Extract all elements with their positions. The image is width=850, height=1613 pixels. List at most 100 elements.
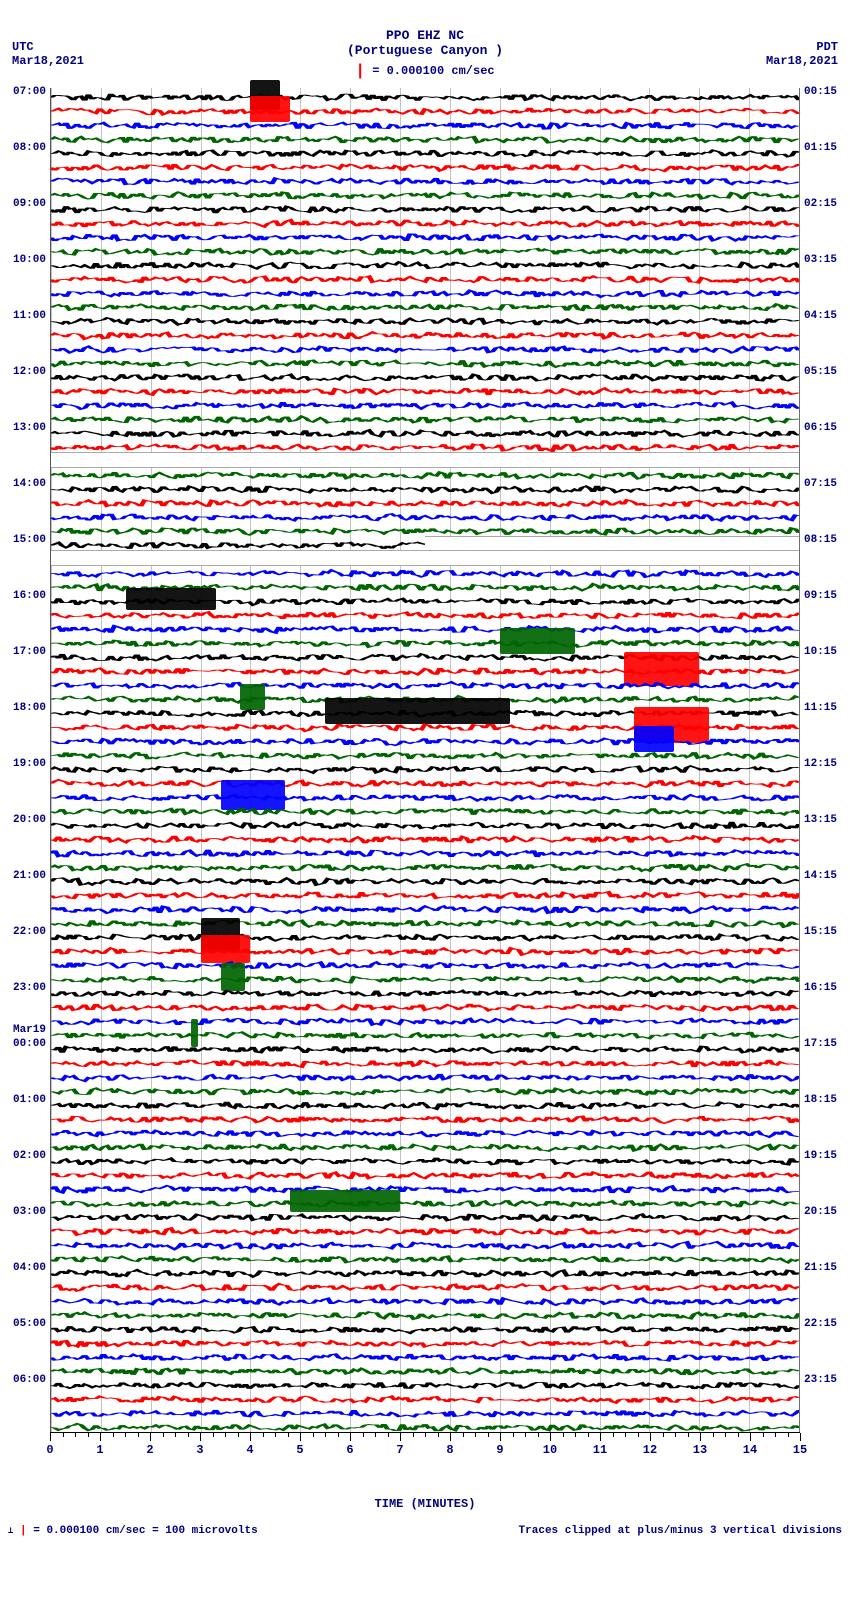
- seismic-trace: [51, 1210, 799, 1221]
- seismic-trace: [51, 244, 799, 255]
- x-tick-minor: [513, 1433, 514, 1437]
- trace-row: [51, 438, 799, 452]
- seismic-trace: [51, 1182, 799, 1193]
- seismogram-plot-wrap: 07:0008:0009:0010:0011:0012:0013:0014:00…: [0, 88, 850, 1432]
- seismic-trace: [51, 1056, 799, 1067]
- seismic-trace: [51, 300, 799, 311]
- time-label: 13:15: [804, 814, 837, 826]
- x-axis: 0123456789101112131415: [50, 1432, 800, 1473]
- x-tick-minor: [438, 1433, 439, 1437]
- trace-row: [51, 466, 799, 480]
- utc-time-labels: 07:0008:0009:0010:0011:0012:0013:0014:00…: [6, 88, 46, 1432]
- seismic-trace: [51, 384, 799, 395]
- seismic-trace: [51, 524, 799, 535]
- trace-row: [51, 186, 799, 200]
- trace-row: [51, 1054, 799, 1068]
- time-label: 06:00: [13, 1374, 46, 1386]
- x-tick: [700, 1433, 701, 1441]
- trace-row: [51, 718, 799, 732]
- x-tick-minor: [725, 1433, 726, 1437]
- x-tick: [400, 1433, 401, 1441]
- seismic-trace: [51, 1392, 799, 1403]
- trace-row: [51, 340, 799, 354]
- x-tick-minor: [275, 1433, 276, 1437]
- time-label: 10:15: [804, 646, 837, 658]
- x-tick-minor: [213, 1433, 214, 1437]
- trace-row: [51, 872, 799, 886]
- x-tick-label: 7: [396, 1443, 403, 1457]
- seismic-trace: [51, 188, 799, 199]
- time-label: 16:00: [13, 590, 46, 602]
- seismic-trace: [51, 888, 799, 899]
- trace-row: [51, 886, 799, 900]
- time-label: 11:15: [804, 702, 837, 714]
- x-tick: [200, 1433, 201, 1441]
- seismic-trace: [51, 132, 799, 143]
- gridline: [799, 88, 800, 1432]
- x-tick-minor: [125, 1433, 126, 1437]
- utc-header: UTC Mar18,2021: [12, 40, 84, 68]
- x-tick: [100, 1433, 101, 1441]
- x-tick: [500, 1433, 501, 1441]
- seismogram-plot: [50, 88, 800, 1432]
- time-label: 07:00: [13, 86, 46, 98]
- x-tick-minor: [788, 1433, 789, 1437]
- trace-row: [51, 256, 799, 270]
- x-tick-minor: [188, 1433, 189, 1437]
- x-tick-label: 9: [496, 1443, 503, 1457]
- time-label: 09:15: [804, 590, 837, 602]
- time-label: 01:15: [804, 142, 837, 154]
- time-label: 05:15: [804, 366, 837, 378]
- x-tick-label: 6: [346, 1443, 353, 1457]
- seismic-trace: [51, 216, 799, 227]
- trace-row: [51, 1026, 799, 1040]
- station-subtitle: (Portuguese Canyon ): [0, 43, 850, 58]
- trace-row: [51, 1166, 799, 1180]
- x-tick-minor: [688, 1433, 689, 1437]
- trace-row: [51, 1096, 799, 1110]
- x-tick-minor: [463, 1433, 464, 1437]
- x-tick-label: 10: [543, 1443, 557, 1457]
- trace-row: [51, 1390, 799, 1404]
- seismic-trace: [51, 398, 799, 409]
- seismic-trace: [51, 804, 799, 815]
- seismic-trace: [51, 90, 799, 101]
- pdt-header: PDT Mar18,2021: [766, 40, 838, 68]
- seismic-trace: [51, 272, 799, 283]
- trace-row: [51, 592, 799, 606]
- trace-row: [51, 354, 799, 368]
- trace-row: [51, 1068, 799, 1082]
- seismic-trace: [51, 776, 799, 787]
- x-tick-minor: [488, 1433, 489, 1437]
- trace-row: [51, 550, 799, 564]
- station-title: PPO EHZ NC: [0, 0, 850, 43]
- time-label: 17:15: [804, 1038, 837, 1050]
- x-tick-label: 12: [643, 1443, 657, 1457]
- footer: ⊥ | = 0.000100 cm/sec = 100 microvolts T…: [0, 1511, 850, 1541]
- x-tick-minor: [88, 1433, 89, 1437]
- trace-row: [51, 536, 799, 550]
- x-tick-minor: [175, 1433, 176, 1437]
- trace-row: [51, 1082, 799, 1096]
- seismic-trace: [51, 314, 799, 325]
- trace-row: [51, 284, 799, 298]
- scale-indicator: | = 0.000100 cm/sec: [0, 62, 850, 80]
- time-label: 07:15: [804, 478, 837, 490]
- seismic-trace: [51, 1266, 799, 1277]
- time-label: 14:15: [804, 870, 837, 882]
- trace-row: [51, 1012, 799, 1026]
- trace-row: [51, 1292, 799, 1306]
- x-tick: [350, 1433, 351, 1441]
- seismic-trace: [51, 678, 799, 689]
- x-tick-minor: [75, 1433, 76, 1437]
- time-label: 15:00: [13, 534, 46, 546]
- trace-row: [51, 410, 799, 424]
- trace-row: [51, 1040, 799, 1054]
- trace-row: [51, 480, 799, 494]
- trace-row: [51, 788, 799, 802]
- time-label: 12:00: [13, 366, 46, 378]
- trace-row: [51, 1124, 799, 1138]
- seismic-trace: [51, 160, 799, 171]
- scale-bar-icon: ⊥: [8, 1526, 13, 1536]
- trace-row: [51, 732, 799, 746]
